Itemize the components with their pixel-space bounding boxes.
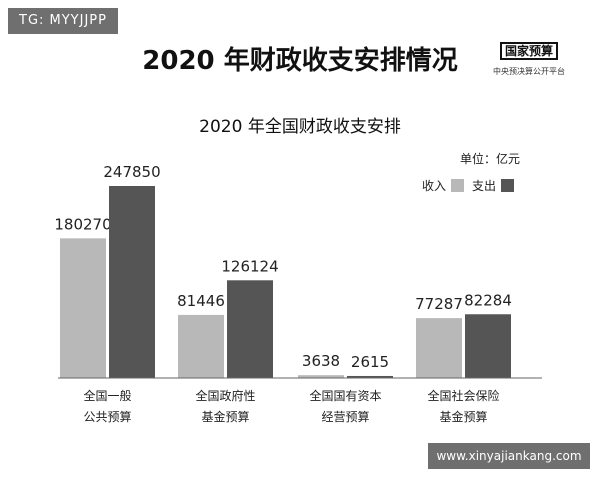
legend-swatch-income bbox=[451, 179, 464, 192]
value-label-income-2: 81446 bbox=[177, 292, 225, 310]
tag-badge: TG: MYYJJPP bbox=[8, 8, 118, 34]
category-label-3-line1: 全国国有资本 bbox=[309, 388, 381, 403]
category-label-3-line2: 经营预算 bbox=[321, 409, 369, 424]
bar-income-2 bbox=[178, 314, 224, 378]
bars-group: 180270 247850 81446 126124 3638 2615 77287 8228… bbox=[54, 163, 512, 378]
source-name: 中央预决算公开平台 bbox=[493, 67, 565, 76]
value-label-expense-3: 2615 bbox=[351, 353, 389, 371]
page-title: 2020 年财政收支安排情况 bbox=[142, 46, 458, 76]
legend: 收入 支出 bbox=[422, 179, 514, 193]
value-label-income-3: 3638 bbox=[302, 352, 340, 370]
value-label-expense-1: 247850 bbox=[103, 163, 160, 181]
bar-income-4 bbox=[416, 318, 462, 378]
category-label-4-line1: 全国社会保险 bbox=[427, 388, 499, 403]
bar-expense-2 bbox=[227, 280, 273, 378]
category-label-2-line2: 基金预算 bbox=[201, 409, 249, 424]
category-label-1-line2: 公共预算 bbox=[83, 409, 131, 424]
category-label-1-line1: 全国一般 bbox=[83, 388, 131, 403]
legend-label-expense: 支出 bbox=[472, 179, 496, 193]
legend-label-income: 收入 bbox=[422, 179, 446, 193]
source-logo: 国家预算 bbox=[499, 42, 558, 60]
value-label-expense-4: 82284 bbox=[464, 291, 512, 309]
chart-title: 2020 年全国财政收支安排 bbox=[199, 117, 401, 137]
value-label-expense-2: 126124 bbox=[221, 257, 278, 275]
bar-expense-4 bbox=[465, 314, 511, 378]
source-block: 国家预算 中央预决算公开平台 bbox=[484, 40, 574, 77]
category-label-2-line1: 全国政府性 bbox=[195, 388, 255, 403]
value-label-income-1: 180270 bbox=[54, 215, 111, 233]
unit-label: 单位：亿元 bbox=[460, 151, 520, 166]
bar-income-3 bbox=[298, 375, 344, 378]
watermark: www.xinyajiankang.com bbox=[428, 443, 590, 469]
bar-expense-1 bbox=[109, 186, 155, 378]
bar-expense-3 bbox=[347, 375, 393, 378]
bar-income-1 bbox=[60, 238, 106, 378]
category-label-4-line2: 基金预算 bbox=[439, 409, 487, 424]
value-label-income-4: 77287 bbox=[415, 295, 463, 313]
legend-swatch-expense bbox=[501, 179, 514, 192]
